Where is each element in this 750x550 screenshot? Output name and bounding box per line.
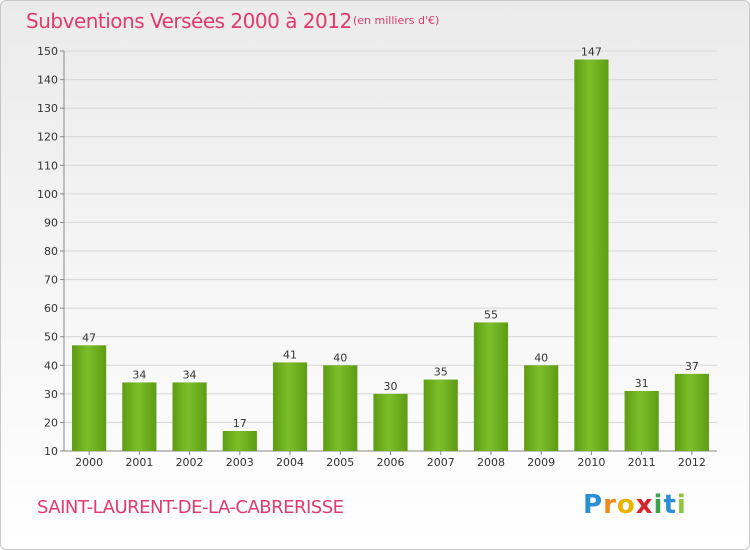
y-tick-label: 60 bbox=[44, 302, 58, 315]
x-tick-label: 2000 bbox=[75, 456, 103, 469]
bar bbox=[473, 322, 509, 451]
bar bbox=[423, 379, 458, 451]
x-tick-label: 2007 bbox=[427, 456, 455, 469]
data-label: 31 bbox=[635, 377, 649, 390]
y-tick-label: 40 bbox=[44, 359, 58, 372]
y-tick-label: 90 bbox=[44, 216, 58, 229]
y-tick-label: 50 bbox=[44, 331, 58, 344]
y-tick-label: 100 bbox=[37, 188, 58, 201]
bar bbox=[524, 365, 559, 451]
y-tick-label: 110 bbox=[37, 159, 58, 172]
proxiti-logo: Proxiti bbox=[583, 490, 687, 520]
x-tick-label: 2010 bbox=[577, 456, 605, 469]
data-label: 34 bbox=[132, 368, 146, 381]
data-label: 40 bbox=[534, 351, 548, 364]
data-label: 55 bbox=[484, 308, 498, 321]
x-tick-label: 2009 bbox=[527, 456, 555, 469]
data-label: 40 bbox=[333, 351, 347, 364]
y-tick-label: 20 bbox=[44, 416, 58, 429]
commune-name: SAINT-LAURENT-DE-LA-CABRERISSE bbox=[37, 497, 344, 518]
x-tick-label: 2002 bbox=[176, 456, 204, 469]
y-tick-label: 70 bbox=[44, 274, 58, 287]
x-tick-label: 2011 bbox=[628, 456, 656, 469]
bar bbox=[272, 362, 308, 451]
bar bbox=[373, 393, 408, 451]
y-tick-label: 140 bbox=[37, 74, 58, 87]
x-tick-label: 2006 bbox=[377, 456, 405, 469]
data-label: 30 bbox=[384, 380, 398, 393]
data-label: 147 bbox=[581, 46, 602, 59]
x-tick-label: 2003 bbox=[226, 456, 254, 469]
data-label: 35 bbox=[434, 366, 448, 379]
bar bbox=[72, 345, 107, 451]
bar bbox=[323, 365, 358, 451]
data-label: 17 bbox=[233, 417, 247, 430]
y-tick-label: 150 bbox=[37, 45, 58, 58]
data-label: 34 bbox=[183, 368, 197, 381]
chart-title: Subventions Versées 2000 à 2012 bbox=[26, 9, 352, 33]
y-tick-label: 130 bbox=[37, 102, 58, 115]
data-label: 37 bbox=[685, 360, 699, 373]
chart-subtitle: (en milliers d'€) bbox=[353, 14, 440, 27]
bar bbox=[674, 373, 709, 451]
bar bbox=[574, 59, 609, 451]
data-label: 41 bbox=[283, 348, 297, 361]
bar bbox=[122, 382, 157, 451]
bar bbox=[172, 382, 207, 451]
x-tick-label: 2005 bbox=[326, 456, 354, 469]
bar bbox=[222, 431, 257, 451]
y-tick-label: 120 bbox=[37, 131, 58, 144]
bar bbox=[624, 391, 659, 451]
data-label: 47 bbox=[82, 331, 96, 344]
y-tick-label: 10 bbox=[44, 445, 58, 458]
x-tick-label: 2012 bbox=[678, 456, 706, 469]
x-tick-label: 2008 bbox=[477, 456, 505, 469]
y-tick-label: 30 bbox=[44, 388, 58, 401]
x-tick-label: 2001 bbox=[125, 456, 153, 469]
x-tick-label: 2004 bbox=[276, 456, 304, 469]
y-tick-label: 80 bbox=[44, 245, 58, 258]
